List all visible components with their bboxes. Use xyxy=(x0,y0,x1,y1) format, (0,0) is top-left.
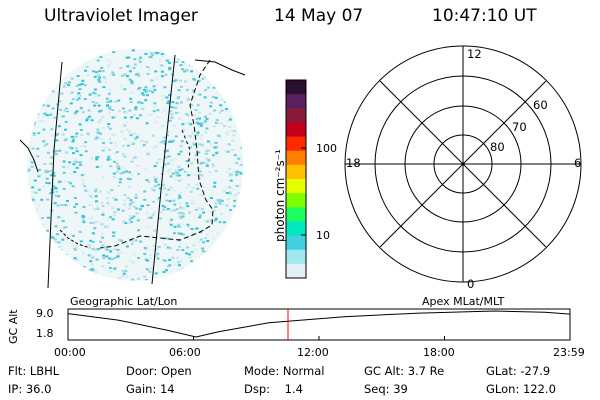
colorbar xyxy=(285,79,307,279)
geo-latlon-label: Geographic Lat/Lon xyxy=(70,295,178,308)
apex-mlat-mlt-label: Apex MLat/MLT xyxy=(422,295,505,308)
info-ip: IP: 36.0 xyxy=(8,382,52,396)
info-flt: Flt: LBHL xyxy=(8,364,60,378)
uv-image-disk xyxy=(19,49,246,289)
x-tick-1800: 18:00 xyxy=(423,346,455,359)
info-glon: GLon: 122.0 xyxy=(486,382,556,396)
y-tick-1-8: 1.8 xyxy=(36,327,54,340)
colorbar-tick-100: 100 xyxy=(316,142,337,155)
colorbar-tick-10: 10 xyxy=(316,229,330,242)
info-mode: Mode: Normal xyxy=(244,364,325,378)
mlt-label-6: 6 xyxy=(574,156,582,170)
mlt-label-18: 18 xyxy=(346,156,361,170)
mlt-label-12: 12 xyxy=(467,47,482,61)
y-tick-9: 9.0 xyxy=(36,307,54,320)
x-tick-1200: 12:00 xyxy=(297,346,329,359)
altitude-timeline xyxy=(67,308,571,341)
lat-label-80: 80 xyxy=(490,140,505,154)
x-tick-0000: 00:00 xyxy=(54,346,86,359)
polar-grid xyxy=(344,45,582,283)
info-dsp: Dsp: 1.4 xyxy=(244,382,303,396)
instrument-title: Ultraviolet Imager xyxy=(44,6,198,26)
info-glat: GLat: -27.9 xyxy=(486,364,551,378)
info-seq: Seq: 39 xyxy=(364,382,408,396)
time-label: 10:47:10 UT xyxy=(432,6,537,26)
x-tick-2359: 23:59 xyxy=(553,346,585,359)
info-gain: Gain: 14 xyxy=(126,382,175,396)
colorbar-units-label: photon cm⁻²s⁻¹ xyxy=(273,149,287,242)
x-tick-0600: 06:00 xyxy=(169,346,201,359)
date-label: 14 May 07 xyxy=(274,6,364,26)
lat-label-60: 60 xyxy=(533,98,548,112)
mlt-label-0: 0 xyxy=(467,277,475,291)
lat-label-70: 70 xyxy=(512,120,527,134)
info-door: Door: Open xyxy=(126,364,192,378)
gc-alt-axis-title: GC Alt xyxy=(7,309,20,344)
info-gc-alt: GC Alt: 3.7 Re xyxy=(364,364,445,378)
